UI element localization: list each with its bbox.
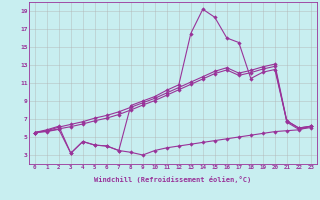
X-axis label: Windchill (Refroidissement éolien,°C): Windchill (Refroidissement éolien,°C) — [94, 176, 252, 183]
